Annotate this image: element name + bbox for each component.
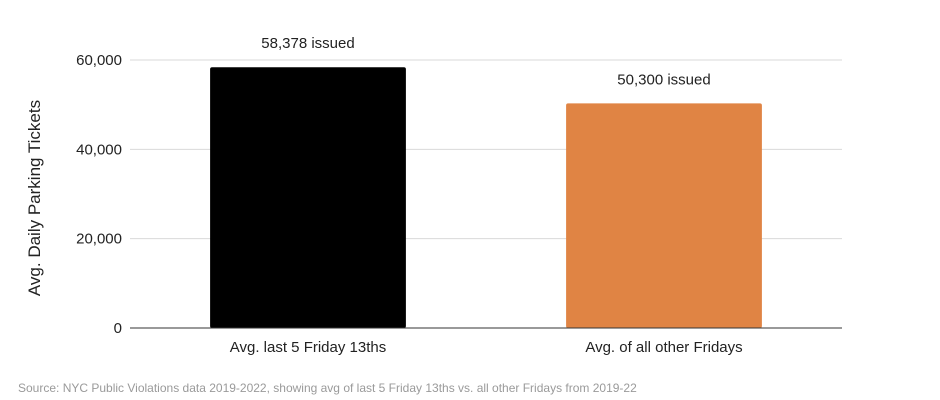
bar	[566, 103, 762, 329]
y-tick-label: 40,000	[76, 141, 122, 158]
bar	[210, 67, 406, 328]
data-labels: 58,378 issued 50,300 issued	[261, 35, 710, 88]
x-category-label: Avg. last 5 Friday 13ths	[230, 339, 386, 356]
data-label: 50,300 issued	[617, 71, 710, 88]
y-tick-label: 0	[114, 320, 122, 337]
x-axis-categories: Avg. last 5 Friday 13ths Avg. of all othe…	[230, 339, 743, 356]
x-category-label: Avg. of all other Fridays	[585, 339, 742, 356]
data-label: 58,378 issued	[261, 35, 354, 52]
y-tick-label: 60,000	[76, 52, 122, 69]
y-tick-label: 20,000	[76, 231, 122, 248]
y-axis-title: Avg. Daily Parking Tickets	[25, 100, 44, 296]
source-note: Source: NYC Public Violations data 2019-…	[18, 381, 637, 395]
bars	[210, 67, 762, 329]
bar-chart: 0 20,000 40,000 60,000 58,378 issued 50,300 …	[25, 35, 842, 356]
y-axis-ticks: 0 20,000 40,000 60,000	[76, 52, 122, 337]
